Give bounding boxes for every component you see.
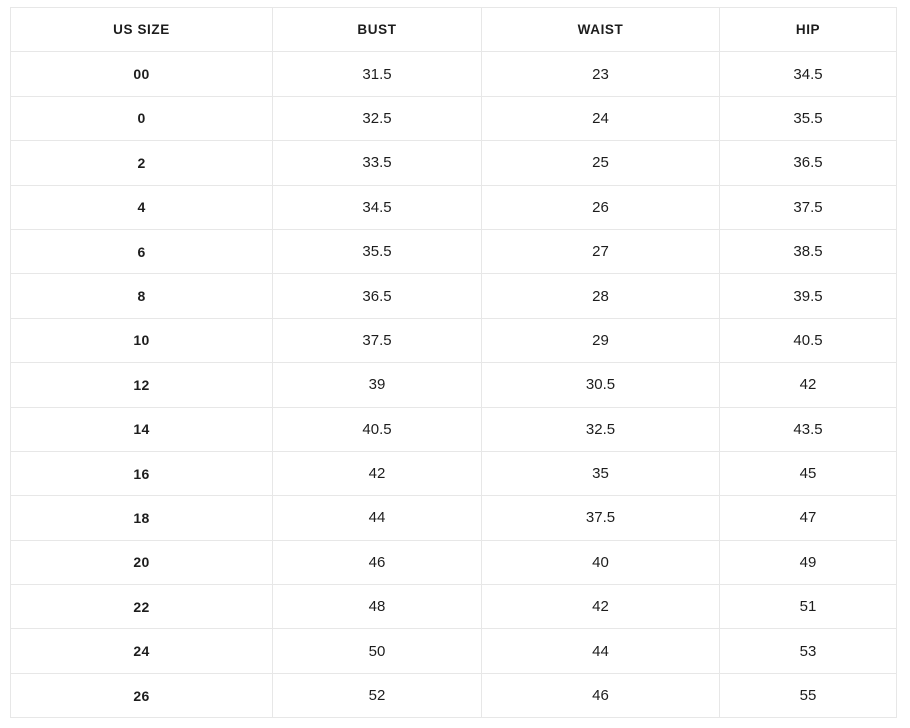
table-row: 4 34.5 26 37.5 — [10, 184, 897, 230]
bust-cell: 36.5 — [272, 273, 482, 319]
us-size-cell: 12 — [10, 362, 273, 408]
column-header-waist: WAIST — [481, 6, 720, 53]
us-size-cell: 24 — [10, 628, 273, 674]
us-size-cell: 00 — [10, 51, 273, 97]
us-size-cell: 10 — [10, 317, 273, 364]
bust-cell: 35.5 — [272, 228, 482, 275]
waist-cell: 40 — [481, 539, 720, 586]
waist-cell: 28 — [481, 273, 720, 319]
table-row: 14 40.5 32.5 43.5 — [10, 406, 897, 452]
hip-cell: 53 — [719, 628, 897, 674]
column-header-hip: HIP — [719, 6, 897, 53]
bust-cell: 46 — [272, 539, 482, 586]
us-size-cell: 16 — [10, 450, 273, 497]
bust-cell: 33.5 — [272, 140, 482, 186]
waist-cell: 27 — [481, 228, 720, 275]
waist-cell: 30.5 — [481, 362, 720, 408]
us-size-cell: 26 — [10, 672, 273, 719]
bust-cell: 52 — [272, 672, 482, 719]
table-row: 22 48 42 51 — [10, 584, 897, 630]
bust-cell: 42 — [272, 450, 482, 497]
waist-cell: 42 — [481, 584, 720, 630]
size-chart-header: US SIZE BUST WAIST HIP — [10, 6, 897, 53]
hip-cell: 38.5 — [719, 228, 897, 275]
table-row: 20 46 40 49 — [10, 539, 897, 586]
waist-cell: 44 — [481, 628, 720, 674]
column-header-us-size: US SIZE — [10, 6, 273, 53]
us-size-cell: 22 — [10, 584, 273, 630]
size-chart-table: US SIZE BUST WAIST HIP 00 31.5 23 34.5 0 32.5… — [10, 6, 897, 719]
us-size-cell: 0 — [10, 95, 273, 142]
hip-cell: 39.5 — [719, 273, 897, 319]
us-size-cell: 6 — [10, 228, 273, 275]
bust-cell: 39 — [272, 362, 482, 408]
us-size-cell: 20 — [10, 539, 273, 586]
hip-cell: 36.5 — [719, 140, 897, 186]
waist-cell: 23 — [481, 51, 720, 97]
table-row: 16 42 35 45 — [10, 450, 897, 497]
table-row: 2 33.5 25 36.5 — [10, 140, 897, 186]
hip-cell: 47 — [719, 495, 897, 541]
us-size-cell: 4 — [10, 184, 273, 230]
waist-cell: 26 — [481, 184, 720, 230]
table-row: 18 44 37.5 47 — [10, 495, 897, 541]
hip-cell: 34.5 — [719, 51, 897, 97]
size-chart-body: 00 31.5 23 34.5 0 32.5 24 35.5 2 33.5 25 36.5 4 34.5 2… — [10, 51, 897, 719]
table-row: 6 35.5 27 38.5 — [10, 228, 897, 275]
size-chart: US SIZE BUST WAIST HIP 00 31.5 23 34.5 0 32.5… — [10, 6, 897, 719]
bust-cell: 50 — [272, 628, 482, 674]
table-row: 26 52 46 55 — [10, 672, 897, 719]
waist-cell: 24 — [481, 95, 720, 142]
hip-cell: 35.5 — [719, 95, 897, 142]
table-row: 00 31.5 23 34.5 — [10, 51, 897, 97]
waist-cell: 37.5 — [481, 495, 720, 541]
us-size-cell: 8 — [10, 273, 273, 319]
waist-cell: 46 — [481, 672, 720, 719]
table-row: 8 36.5 28 39.5 — [10, 273, 897, 319]
bust-cell: 44 — [272, 495, 482, 541]
bust-cell: 32.5 — [272, 95, 482, 142]
waist-cell: 29 — [481, 317, 720, 364]
hip-cell: 55 — [719, 672, 897, 719]
waist-cell: 35 — [481, 450, 720, 497]
table-row: 12 39 30.5 42 — [10, 362, 897, 408]
bust-cell: 40.5 — [272, 406, 482, 452]
us-size-cell: 18 — [10, 495, 273, 541]
bust-cell: 34.5 — [272, 184, 482, 230]
us-size-cell: 14 — [10, 406, 273, 452]
column-header-bust: BUST — [272, 6, 482, 53]
hip-cell: 42 — [719, 362, 897, 408]
table-row: 24 50 44 53 — [10, 628, 897, 674]
bust-cell: 37.5 — [272, 317, 482, 364]
hip-cell: 37.5 — [719, 184, 897, 230]
bust-cell: 48 — [272, 584, 482, 630]
hip-cell: 40.5 — [719, 317, 897, 364]
waist-cell: 32.5 — [481, 406, 720, 452]
hip-cell: 49 — [719, 539, 897, 586]
hip-cell: 45 — [719, 450, 897, 497]
hip-cell: 43.5 — [719, 406, 897, 452]
bust-cell: 31.5 — [272, 51, 482, 97]
table-row: 0 32.5 24 35.5 — [10, 95, 897, 142]
waist-cell: 25 — [481, 140, 720, 186]
hip-cell: 51 — [719, 584, 897, 630]
header-row: US SIZE BUST WAIST HIP — [10, 6, 897, 53]
table-row: 10 37.5 29 40.5 — [10, 317, 897, 364]
us-size-cell: 2 — [10, 140, 273, 186]
